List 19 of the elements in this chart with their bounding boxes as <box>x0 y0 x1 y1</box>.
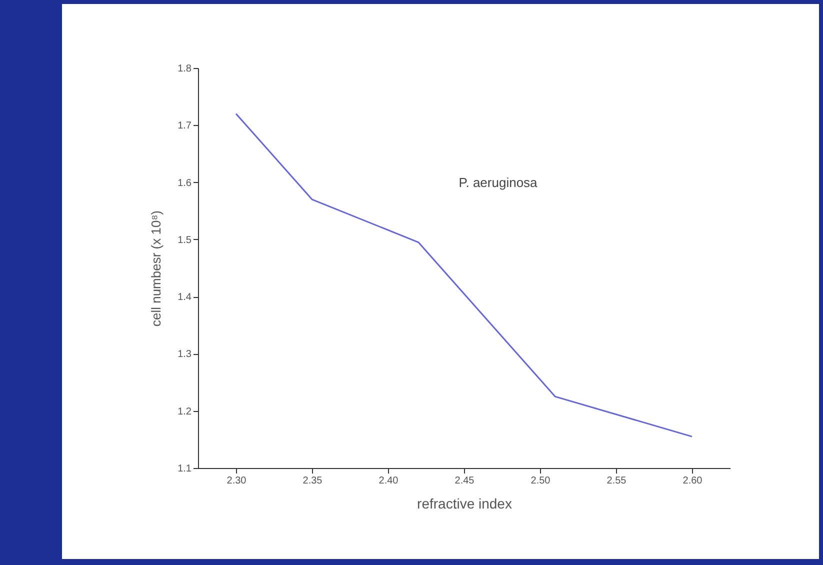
y-tick-label: 1.5 <box>178 234 192 246</box>
y-tick-label: 1.7 <box>178 120 192 132</box>
y-tick-label: 1.8 <box>178 64 192 74</box>
x-tick-label: 2.30 <box>226 476 247 486</box>
y-tick-label: 1.2 <box>178 406 192 418</box>
y-tick-label: 1.1 <box>178 464 192 474</box>
line-series <box>235 112 693 438</box>
x-tick-label: 2.45 <box>454 476 475 486</box>
y-tick-label: 1.6 <box>178 178 192 189</box>
x-tick-label: 2.55 <box>606 476 627 486</box>
x-tick-label: 2.35 <box>302 476 323 486</box>
x-tick-label: 2.50 <box>530 476 551 486</box>
x-tick-label: 2.40 <box>378 476 399 486</box>
y-tick-label: 1.3 <box>178 349 192 360</box>
y-axis-title: cell numbesr (x 10⁸) <box>148 210 164 327</box>
y-tick-label: 1.4 <box>178 292 192 304</box>
text: P. aeruginosa <box>458 175 538 190</box>
x-axis-title: refractive index <box>417 496 512 512</box>
x-tick-label: 2.60 <box>682 476 703 486</box>
